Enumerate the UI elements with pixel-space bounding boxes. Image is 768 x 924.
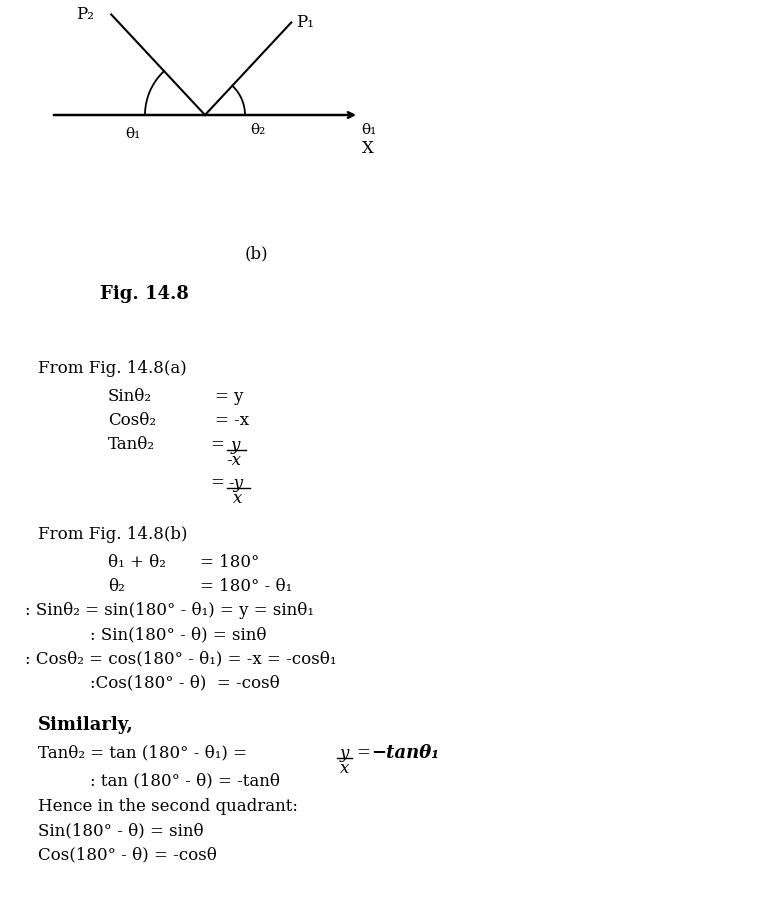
Text: =: = [210,436,224,453]
Text: X: X [362,140,373,157]
Text: -x: -x [226,452,241,469]
Text: y: y [231,437,240,454]
Text: : Sin(180° - θ) = sinθ: : Sin(180° - θ) = sinθ [90,626,266,643]
Text: =: = [210,474,224,491]
Text: Similarly,: Similarly, [38,716,134,734]
Text: θ₂: θ₂ [108,578,124,595]
Text: = 180° - θ₁: = 180° - θ₁ [200,578,293,595]
Text: P₂: P₂ [76,6,94,23]
Text: From Fig. 14.8(b): From Fig. 14.8(b) [38,526,187,543]
Text: From Fig. 14.8(a): From Fig. 14.8(a) [38,360,187,377]
Text: Tanθ₂: Tanθ₂ [108,436,155,453]
Text: y: y [340,745,349,762]
Text: : Cosθ₂ = cos(180° - θ₁) = -x = -cosθ₁: : Cosθ₂ = cos(180° - θ₁) = -x = -cosθ₁ [25,650,336,667]
Text: P₁: P₁ [296,15,314,31]
Text: :Cos(180° - θ)  = -cosθ: :Cos(180° - θ) = -cosθ [90,674,280,691]
Text: x: x [340,760,349,777]
Text: =: = [356,744,370,761]
Text: θ₁: θ₁ [125,127,141,141]
Text: : tan (180° - θ) = -tanθ: : tan (180° - θ) = -tanθ [90,772,280,789]
Text: Fig. 14.8: Fig. 14.8 [100,285,189,303]
Text: -y: -y [228,475,243,492]
Text: x: x [233,490,243,507]
Text: θ₁: θ₁ [362,123,377,138]
Text: : Sinθ₂ = sin(180° - θ₁) = y = sinθ₁: : Sinθ₂ = sin(180° - θ₁) = y = sinθ₁ [25,602,314,619]
Text: −tanθ₁: −tanθ₁ [371,744,439,762]
Text: Sinθ₂: Sinθ₂ [108,388,152,405]
Text: θ₁ + θ₂: θ₁ + θ₂ [108,554,166,571]
Text: Cos(180° - θ) = -cosθ: Cos(180° - θ) = -cosθ [38,846,217,863]
Text: Hence in the second quadrant:: Hence in the second quadrant: [38,798,298,815]
Text: Cosθ₂: Cosθ₂ [108,412,156,429]
Text: θ₂: θ₂ [250,123,265,137]
Text: = -x: = -x [215,412,249,429]
Text: Sin(180° - θ) = sinθ: Sin(180° - θ) = sinθ [38,822,204,839]
Text: Tanθ₂ = tan (180° - θ₁) =: Tanθ₂ = tan (180° - θ₁) = [38,744,252,761]
Text: = y: = y [215,388,243,405]
Text: (b): (b) [245,245,269,262]
Text: = 180°: = 180° [200,554,260,571]
